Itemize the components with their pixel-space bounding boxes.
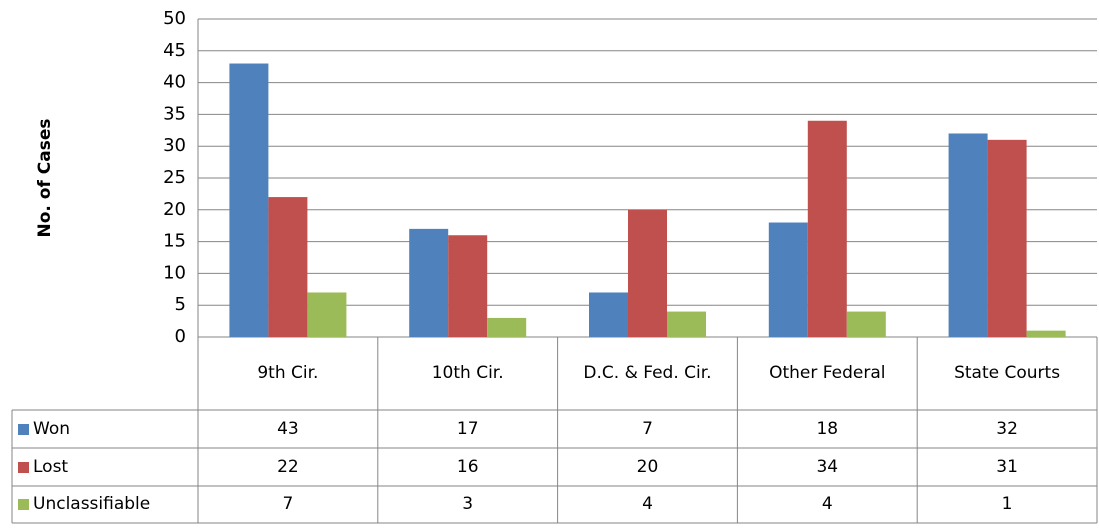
y-tick-label: 20 (163, 199, 186, 220)
bar (667, 311, 706, 337)
category-label: D.C. & Fed. Cir. (583, 363, 712, 384)
table-value: 4 (642, 494, 653, 515)
table-value: 31 (996, 456, 1018, 477)
bar (229, 63, 269, 338)
legend-swatch (18, 423, 29, 435)
y-tick-label: 10 (163, 262, 186, 283)
table-value: 7 (282, 494, 294, 515)
table-value: 18 (816, 418, 839, 439)
legend-label: Unclassifiable (33, 494, 151, 515)
legend-swatch (18, 461, 29, 473)
bar (589, 292, 628, 337)
legend-entry: Won (12, 410, 198, 448)
bar (768, 222, 808, 337)
y-axis-label: No. of Cases (35, 119, 55, 238)
bar (807, 120, 847, 337)
bar (307, 292, 347, 337)
legend-label: Lost (33, 456, 69, 477)
table-value: 22 (277, 456, 299, 477)
y-tick-label: 45 (163, 40, 186, 61)
table-value: 3 (462, 494, 474, 515)
table-value: 16 (456, 456, 479, 477)
y-tick-label: 35 (163, 103, 186, 124)
category-label: 10th Cir. (431, 363, 504, 384)
category-label: Other Federal (769, 363, 886, 384)
category-label: 9th Cir. (257, 363, 319, 384)
table-value: 17 (456, 418, 479, 439)
bar (268, 197, 308, 337)
bar (448, 235, 488, 337)
bar (487, 317, 527, 337)
table-value: 1 (1001, 494, 1013, 515)
legend-entry: Lost (12, 448, 198, 486)
bar (628, 209, 667, 337)
category-label: State Courts (954, 363, 1061, 384)
y-tick-label: 40 (163, 72, 186, 93)
table-value: 32 (996, 418, 1018, 439)
bar (409, 228, 449, 337)
y-tick-label: 0 (175, 326, 186, 347)
bar (948, 133, 988, 337)
table-value: 20 (636, 456, 659, 477)
table-value: 34 (816, 456, 839, 477)
table-value: 43 (277, 418, 299, 439)
legend-swatch (18, 499, 29, 510)
y-tick-label: 5 (175, 294, 186, 315)
bar (1026, 330, 1066, 337)
y-tick-label: 50 (163, 8, 186, 29)
legend-label: Won (33, 418, 70, 439)
y-tick-label: 25 (163, 167, 186, 188)
table-value: 7 (642, 418, 653, 439)
bar (846, 311, 886, 337)
legend-entry: Unclassifiable (12, 486, 198, 523)
y-tick-label: 30 (163, 135, 186, 156)
y-tick-label: 15 (163, 231, 186, 252)
bar (987, 139, 1027, 337)
table-value: 4 (821, 494, 833, 515)
